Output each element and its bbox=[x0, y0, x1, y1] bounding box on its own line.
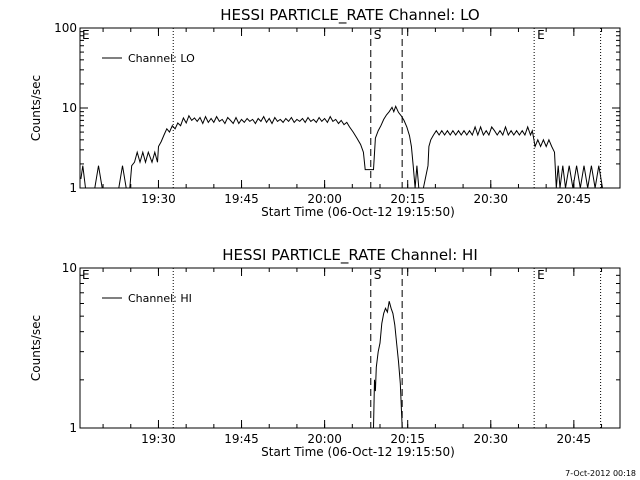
x-tick-label: 20:00 bbox=[307, 432, 342, 446]
chart-panel-1: HESSI PARTICLE_RATE Channel: LO 1 10 100 19:… bbox=[29, 6, 621, 219]
y-tick-label: 1 bbox=[69, 421, 77, 435]
y-tick-label: 100 bbox=[54, 21, 77, 35]
plot-frame bbox=[79, 267, 621, 429]
series-line bbox=[80, 104, 603, 189]
x-tick-label: 20:15 bbox=[390, 432, 425, 446]
x-tick-label: 20:45 bbox=[557, 432, 592, 446]
x-tick-label: 19:45 bbox=[224, 192, 259, 206]
chart-title: HESSI PARTICLE_RATE Channel: HI bbox=[222, 246, 478, 265]
x-tick-label: 20:30 bbox=[473, 432, 508, 446]
y-axis-label: Counts/sec bbox=[29, 75, 43, 141]
event-marker-label: E bbox=[537, 28, 545, 42]
chart-panels: HESSI PARTICLE_RATE Channel: LO 1 10 100 19:… bbox=[29, 6, 621, 459]
x-tick-label: 19:45 bbox=[224, 432, 259, 446]
event-marker-label: S bbox=[374, 268, 382, 282]
edge-marker-label: E bbox=[82, 28, 90, 42]
y-tick-label: 10 bbox=[62, 261, 77, 275]
series-line bbox=[373, 301, 403, 429]
y-tick-label: 1 bbox=[69, 181, 77, 195]
x-axis-label: Start Time (06-Oct-12 19:15:50) bbox=[261, 205, 455, 219]
x-axis-label: Start Time (06-Oct-12 19:15:50) bbox=[261, 445, 455, 459]
y-axis-label: Counts/sec bbox=[29, 315, 43, 381]
legend-label: Channel: LO bbox=[128, 52, 195, 65]
chart-panel-2: HESSI PARTICLE_RATE Channel: HI 1 10 19:30 1… bbox=[29, 246, 621, 459]
event-marker-label: E bbox=[537, 268, 545, 282]
x-tick-label: 20:00 bbox=[307, 192, 342, 206]
x-tick-label: 20:30 bbox=[473, 192, 508, 206]
event-marker-label: S bbox=[374, 28, 382, 42]
x-tick-label: 19:30 bbox=[141, 432, 176, 446]
x-tick-label: 20:15 bbox=[390, 192, 425, 206]
timestamp-label: 7-Oct-2012 00:18 bbox=[565, 469, 636, 478]
edge-marker-label: E bbox=[82, 268, 90, 282]
x-tick-label: 20:45 bbox=[557, 192, 592, 206]
chart-title: HESSI PARTICLE_RATE Channel: LO bbox=[220, 6, 479, 25]
legend-label: Channel: HI bbox=[128, 292, 192, 305]
x-tick-label: 19:30 bbox=[141, 192, 176, 206]
y-tick-label: 10 bbox=[62, 101, 77, 115]
